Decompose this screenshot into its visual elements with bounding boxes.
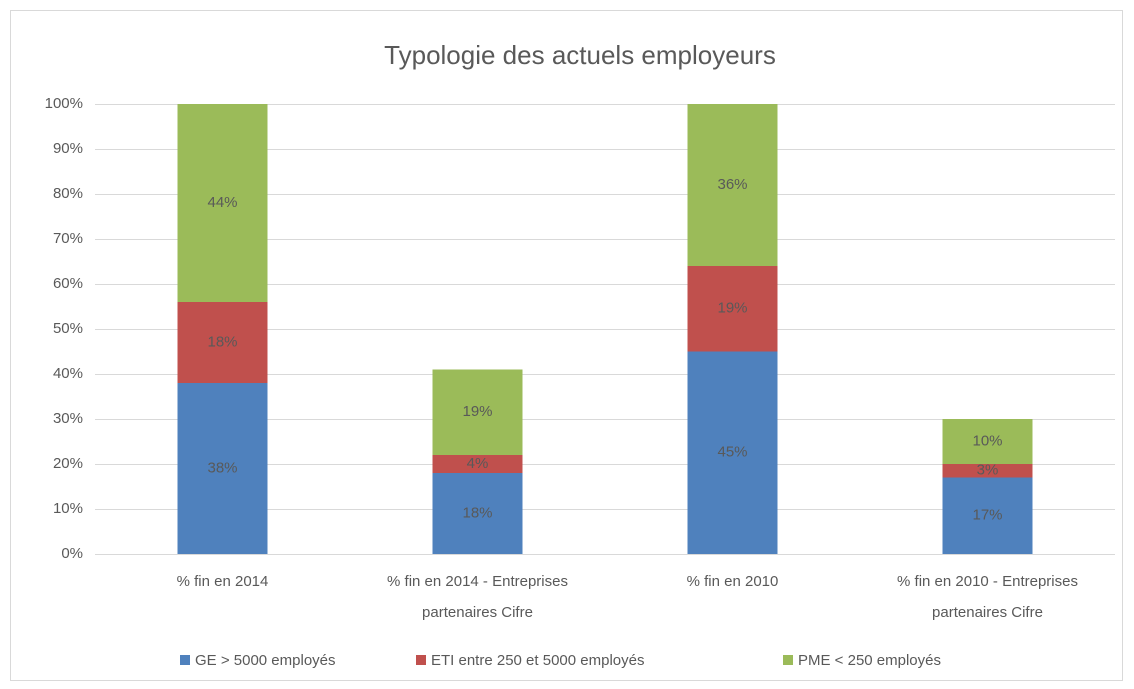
y-tick-label: 60% [53,275,83,292]
data-label: 36% [717,176,747,193]
bar-segment [177,104,268,302]
bar-segment [942,477,1033,554]
bar-segment [687,104,778,266]
bar-segment [177,383,268,554]
x-tick-label: % fin en 2010 - Entreprises partenaires … [897,573,1078,621]
legend-swatch [783,655,793,665]
data-label: 45% [717,444,747,461]
y-tick-label: 70% [53,230,83,247]
x-tick-label: % fin en 2010 [686,573,779,590]
bar-segment [687,351,778,554]
bar-segment [942,464,1033,478]
data-label: 44% [207,194,237,211]
data-label: 4% [467,455,489,472]
bar-segment [432,455,523,473]
legend-swatch [180,655,190,665]
bar-segment [687,266,778,352]
legend-swatch [416,655,426,665]
y-tick-label: 100% [45,95,83,112]
y-tick-label: 20% [53,455,83,472]
y-tick-label: 90% [53,140,83,157]
data-label: 38% [207,459,237,476]
legend-label: PME < 250 employés [798,652,941,669]
data-label: 19% [717,300,747,317]
bar-segment [432,473,523,554]
data-label: 18% [462,504,492,521]
y-tick-label: 10% [53,500,83,517]
x-tick-label: % fin en 2014 - Entreprises partenaires … [387,573,568,621]
bar-segment [432,369,523,455]
bar-segment [177,302,268,383]
bar-segment [942,419,1033,464]
legend-label: ETI entre 250 et 5000 employés [431,652,644,669]
x-tick-label: % fin en 2014 [176,573,269,590]
data-label: 3% [977,462,999,479]
data-label: 18% [207,333,237,350]
y-tick-label: 50% [53,320,83,337]
y-tick-label: 40% [53,365,83,382]
y-tick-label: 0% [61,545,83,562]
legend-label: GE > 5000 employés [195,652,336,669]
data-label: 19% [462,403,492,420]
data-label: 10% [972,432,1002,449]
data-label: 17% [972,507,1002,524]
y-tick-label: 80% [53,185,83,202]
y-tick-label: 30% [53,410,83,427]
chart-title: Typologie des actuels employeurs [384,40,776,70]
